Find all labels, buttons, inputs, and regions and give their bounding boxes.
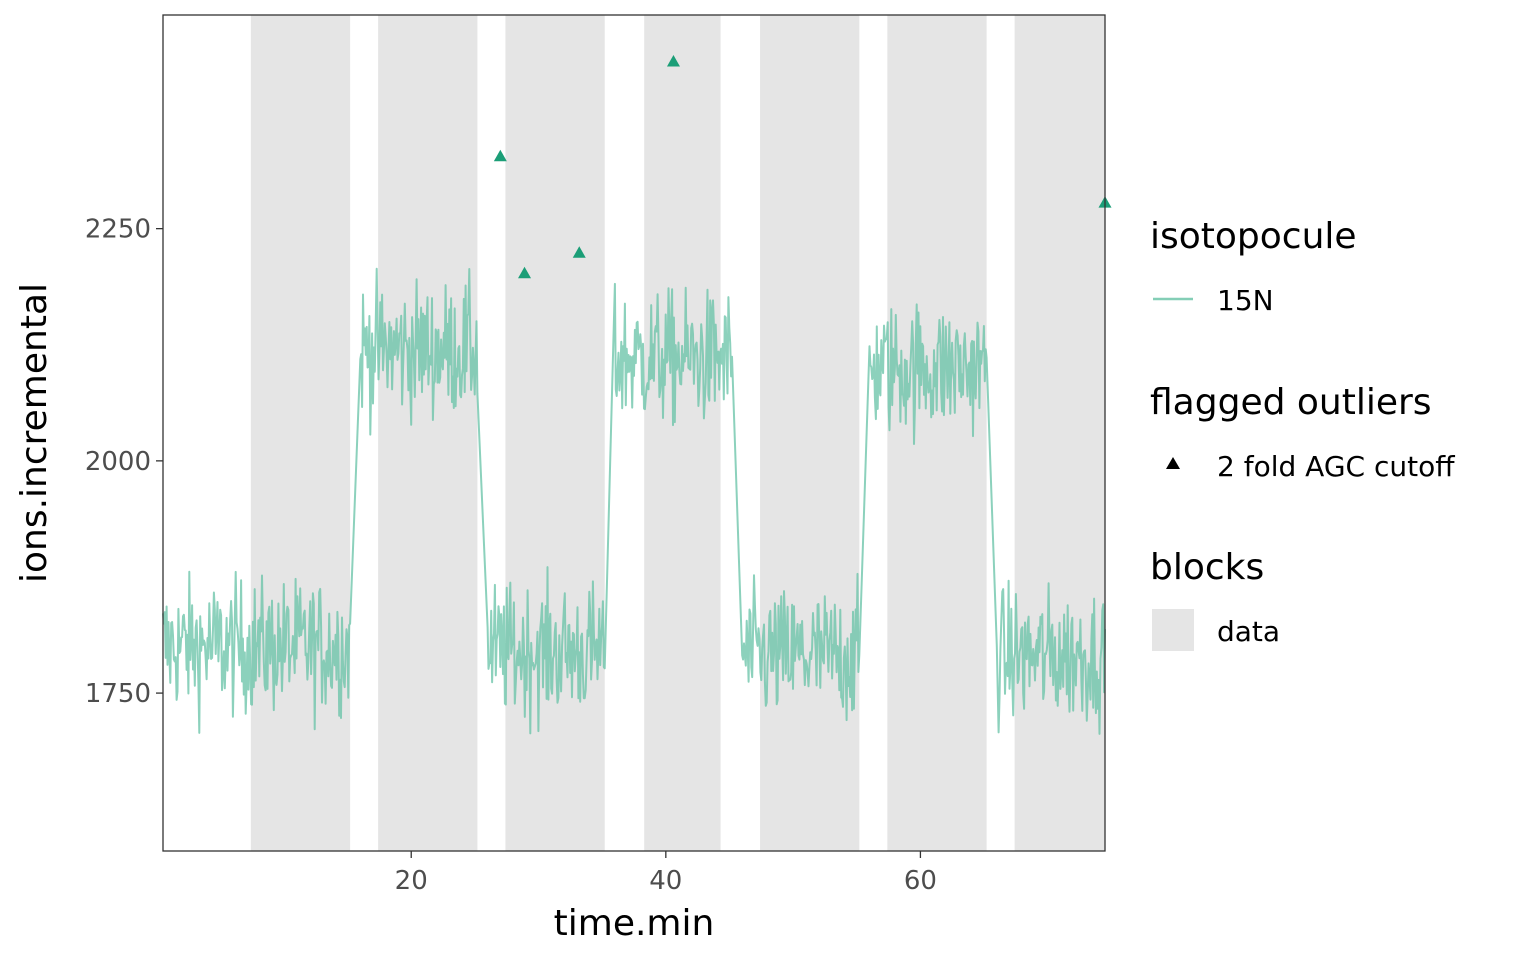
block-band	[760, 15, 860, 851]
block-band	[887, 15, 987, 851]
legend-title-isotopocule: isotopocule	[1150, 216, 1357, 257]
legend: isotopocule 15N flagged outliers 2 fold …	[1150, 216, 1455, 651]
block-band	[250, 15, 351, 851]
x-tick-label: 60	[904, 866, 937, 896]
block-band	[378, 15, 478, 851]
block-band	[1014, 15, 1105, 851]
x-axis: 20 40 60	[395, 851, 937, 896]
block-band	[644, 15, 721, 851]
outlier-point	[572, 246, 586, 258]
y-tick-label: 1750	[85, 679, 151, 709]
series-layer	[162, 267, 1106, 735]
legend-title-outliers: flagged outliers	[1150, 382, 1432, 423]
y-tick-label: 2000	[85, 447, 151, 477]
legend-label-15n: 15N	[1217, 284, 1274, 317]
legend-key-outlier-triangle	[1166, 457, 1180, 469]
block-band	[505, 15, 605, 851]
outlier-point	[666, 54, 680, 67]
legend-label-outliers: 2 fold AGC cutoff	[1217, 450, 1455, 483]
x-tick-label: 40	[649, 866, 682, 896]
panel-border	[162, 14, 1106, 852]
series-line-15n	[162, 267, 1106, 735]
x-axis-title: time.min	[554, 903, 715, 944]
plot-area	[162, 14, 1112, 852]
legend-title-blocks: blocks	[1150, 547, 1264, 588]
outliers-layer	[493, 54, 1112, 279]
blocks-layer	[250, 15, 1105, 851]
outlier-point	[518, 266, 532, 279]
x-tick-label: 20	[395, 866, 428, 896]
y-axis: 1750 2000 2250	[85, 215, 163, 709]
legend-key-blocks	[1152, 609, 1194, 651]
legend-label-blocks: data	[1217, 615, 1280, 648]
y-tick-label: 2250	[85, 215, 151, 245]
y-axis-title: ions.incremental	[14, 283, 55, 583]
outlier-point	[493, 149, 507, 162]
